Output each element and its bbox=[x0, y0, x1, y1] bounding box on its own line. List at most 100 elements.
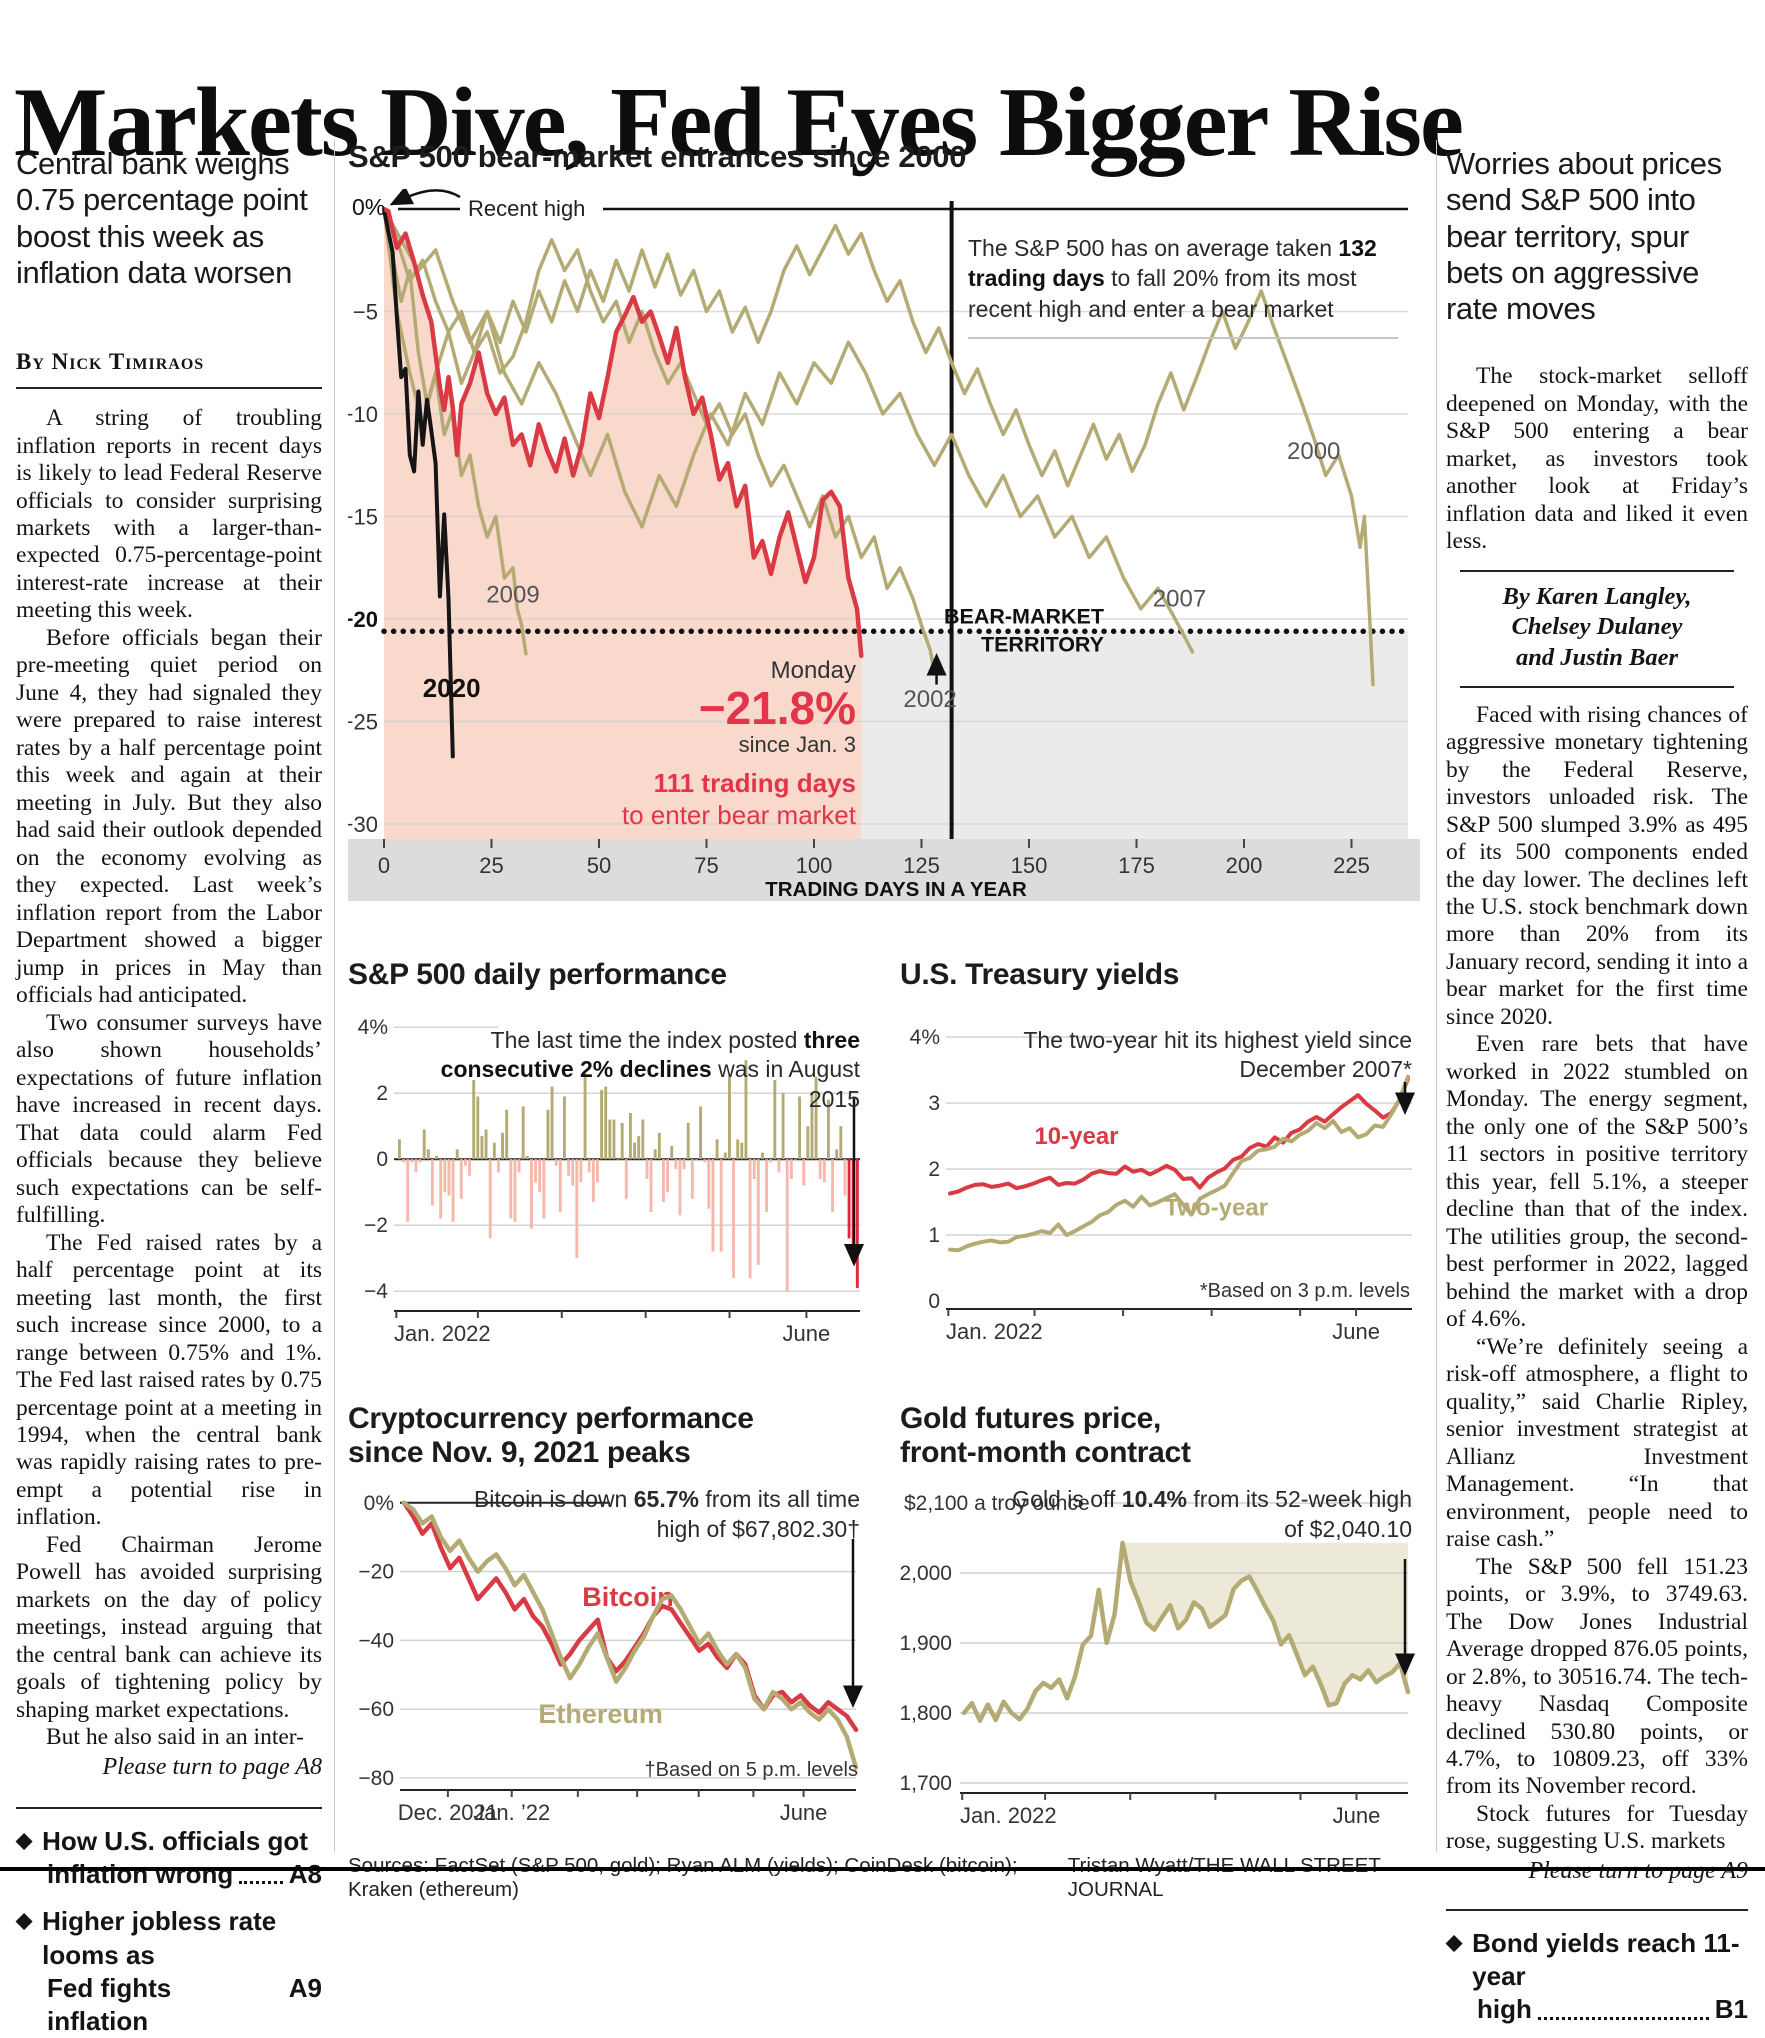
svg-text:2: 2 bbox=[376, 1082, 388, 1105]
svg-text:−15: −15 bbox=[348, 504, 378, 529]
crypto-annotation: Bitcoin is down 65.7% from its all time … bbox=[473, 1486, 860, 1543]
svg-text:−5: −5 bbox=[353, 299, 378, 324]
series-Ethereum-line bbox=[401, 1500, 859, 1771]
svg-text:1: 1 bbox=[928, 1224, 940, 1247]
svg-text:−30: −30 bbox=[348, 812, 378, 837]
index-item-page: B1 bbox=[1714, 1994, 1748, 2025]
paragraph: Fed Chairman Jerome Powell has avoided s… bbox=[16, 1531, 322, 1723]
svg-text:4%: 4% bbox=[358, 1016, 388, 1039]
treasury-yields-cell: U.S. Treasury yields 4% 3 2 1 0 Jan. 2022 June… bbox=[900, 958, 1420, 1383]
column-divider-right bbox=[1436, 140, 1437, 1852]
svg-text:0: 0 bbox=[376, 1148, 388, 1171]
gold-chart-title: Gold futures price, front-month contract bbox=[900, 1402, 1191, 1469]
dot-leader bbox=[239, 1858, 283, 1885]
gold-drawdown-shade bbox=[1122, 1543, 1408, 1706]
page-headline: Markets Dive, Fed Eyes Bigger Rise bbox=[14, 68, 1464, 178]
paragraph: The Fed raised rates by a half percentag… bbox=[16, 1229, 322, 1531]
daily-chart: 4% 2 0 −2 −4 Jan. 2022 June The last time the … bbox=[348, 998, 868, 1383]
yields-chart-title: U.S. Treasury yields bbox=[900, 958, 1180, 991]
series-Bitcoin-line bbox=[401, 1500, 859, 1733]
svg-text:2009: 2009 bbox=[486, 581, 539, 608]
paragraph: Stock futures for Tuesday rose, suggesti… bbox=[1446, 1800, 1748, 1855]
svg-text:200: 200 bbox=[1226, 853, 1263, 878]
svg-text:3: 3 bbox=[928, 1092, 940, 1115]
gold-annotation: Gold is off 10.4% from its 52-week high … bbox=[1012, 1486, 1412, 1543]
continuation-line[interactable]: Please turn to page A9 bbox=[1446, 1858, 1748, 1885]
bear-chart-svg: 0 25 50 75 100 125 150 175 200 225 TRADING DAYS IN… bbox=[341, 185, 1420, 901]
series-2022-line bbox=[381, 206, 864, 658]
days-to-bear-callout: 111 trading days to enter bear market bbox=[621, 767, 856, 831]
index-item-label: Higher jobless rate looms as bbox=[42, 1906, 277, 1970]
bear-annotation: The S&P 500 has on average taken 132 tra… bbox=[968, 233, 1398, 340]
paragraph: “We’re definitely seeing a risk-off atmo… bbox=[1446, 1333, 1748, 1553]
series-2007-line bbox=[382, 206, 1195, 654]
page-bottom-rule bbox=[0, 1867, 1765, 1871]
daily-annotation: The last time the index posted three con… bbox=[440, 1026, 860, 1113]
daily-performance-cell: S&P 500 daily performance 4% 2 0 −2 −4 Jan. 2… bbox=[348, 958, 868, 1383]
svg-text:2002: 2002 bbox=[903, 686, 956, 713]
right-column: Worries about prices send S&P 500 into b… bbox=[1446, 146, 1748, 2027]
svg-text:−2: −2 bbox=[364, 1214, 388, 1237]
svg-text:TRADING DAYS IN A YEAR: TRADING DAYS IN A YEAR bbox=[765, 878, 1027, 901]
daily-bars bbox=[398, 1059, 859, 1291]
left-byline: By Nick Timiraos bbox=[16, 349, 205, 375]
continuation-line[interactable]: Please turn to page A8 bbox=[102, 1753, 322, 1780]
bear-chart-title: S&P 500 bear-market entrances since 2000 bbox=[348, 139, 967, 174]
credit-text: Tristan Wyatt/THE WALL STREET JOURNAL bbox=[1067, 1854, 1381, 1901]
svg-text:2,000: 2,000 bbox=[900, 1562, 952, 1585]
svg-text:4%: 4% bbox=[910, 1026, 940, 1049]
svg-text:June: June bbox=[1333, 1803, 1381, 1828]
svg-text:June: June bbox=[783, 1321, 831, 1346]
index-item[interactable]: ◆ How U.S. officials got inflation wrong A… bbox=[16, 1825, 322, 1892]
svg-text:50: 50 bbox=[587, 853, 611, 878]
index-item-page: A9 bbox=[288, 1972, 322, 2003]
svg-text:175: 175 bbox=[1118, 853, 1155, 878]
svg-text:−20: −20 bbox=[348, 607, 378, 632]
diamond-icon: ◆ bbox=[1446, 1930, 1463, 1954]
series-2000-line bbox=[382, 206, 1375, 687]
index-item-label: Fed fights inflation bbox=[47, 1972, 172, 2037]
paragraph: A string of troubling inflation reports … bbox=[16, 405, 322, 624]
svg-text:Jan. 2022: Jan. 2022 bbox=[960, 1803, 1057, 1828]
svg-text:Dec. 2021: Dec. 2021 bbox=[398, 1800, 498, 1825]
right-subhead: Worries about prices send S&P 500 into b… bbox=[1446, 146, 1722, 327]
index-rule bbox=[1446, 1908, 1748, 1911]
paragraph: Two consumer surveys have also shown hou… bbox=[16, 1009, 322, 1229]
series-Two-year-line bbox=[948, 1074, 1410, 1252]
paragraph: Before officials began their pre-meeting… bbox=[16, 624, 322, 1009]
svg-text:2000: 2000 bbox=[1287, 438, 1340, 465]
left-article-body: A string of troubling inflation reports … bbox=[16, 405, 322, 1752]
svg-text:75: 75 bbox=[694, 853, 718, 878]
crypto-cell: Cryptocurrency performance since Nov. 9,… bbox=[348, 1402, 868, 1852]
byline-rule bbox=[16, 387, 322, 390]
svg-text:Two-year: Two-year bbox=[1164, 1194, 1268, 1221]
svg-text:Ethereum: Ethereum bbox=[538, 1699, 663, 1729]
svg-text:100: 100 bbox=[796, 853, 833, 878]
svg-text:1,700: 1,700 bbox=[900, 1772, 952, 1795]
decline-2022-shade bbox=[384, 208, 862, 839]
svg-text:June: June bbox=[1332, 1319, 1380, 1344]
series-10-year-line bbox=[948, 1076, 1410, 1196]
svg-text:125: 125 bbox=[903, 853, 940, 878]
right-article-body: Faced with rising chances of aggressive … bbox=[1446, 702, 1748, 1856]
yields-chart: 4% 3 2 1 0 Jan. 2022 June 10-year Two-year The t… bbox=[900, 998, 1420, 1383]
svg-text:0: 0 bbox=[378, 853, 390, 878]
index-item[interactable]: ◆ Bond yields reach 11-year high B1 bbox=[1446, 1927, 1748, 2027]
svg-text:Jan. ’22: Jan. ’22 bbox=[473, 1800, 550, 1825]
diamond-icon: ◆ bbox=[16, 1909, 33, 1933]
svg-text:BEAR-MARKET: BEAR-MARKET bbox=[944, 604, 1104, 628]
diamond-icon: ◆ bbox=[16, 1828, 33, 1852]
monday-callout: Monday −21.8% since Jan. 3 bbox=[698, 656, 856, 757]
svg-text:0%: 0% bbox=[364, 1492, 394, 1515]
column-divider-left bbox=[334, 140, 335, 1852]
index-item[interactable]: ◆ Higher jobless rate looms as Fed fights… bbox=[16, 1905, 322, 2038]
svg-text:TERRITORY: TERRITORY bbox=[981, 632, 1104, 656]
paragraph: Even rare bets that have worked in 2022 … bbox=[1446, 1031, 1748, 1333]
svg-text:$2,100 a troy ounce: $2,100 a troy ounce bbox=[904, 1492, 1090, 1515]
svg-text:−40: −40 bbox=[358, 1630, 394, 1653]
svg-text:2020: 2020 bbox=[423, 673, 481, 703]
paragraph: But he also said in an inter- bbox=[46, 1724, 304, 1751]
gold-cell: Gold futures price, front-month contract… bbox=[899, 1402, 1420, 1852]
svg-text:Recent high: Recent high bbox=[468, 196, 585, 221]
paragraph: The stock-market selloff deepened on Mon… bbox=[1446, 363, 1748, 555]
